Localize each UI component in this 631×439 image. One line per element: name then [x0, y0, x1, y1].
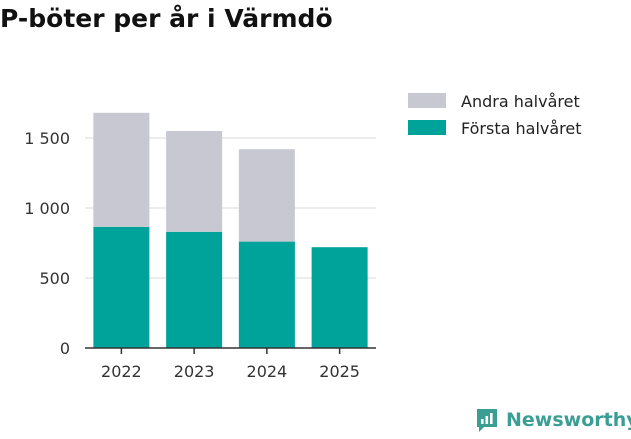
- y-axis: 0 500 1 000 1 500: [24, 129, 70, 358]
- bar-2023-forsta: [166, 231, 223, 348]
- chart-title: P-böter per år i Värmdö: [0, 4, 333, 33]
- y-tick-label: 500: [39, 269, 70, 288]
- legend-label: Andra halvåret: [461, 92, 580, 111]
- legend-swatch-1: [408, 120, 446, 135]
- x-tick-label: 2022: [101, 362, 142, 381]
- y-tick-label: 1 500: [24, 129, 70, 148]
- x-tick-label: 2025: [319, 362, 360, 381]
- legend: Andra halvåret Första halvåret: [408, 92, 582, 138]
- bar-2023-andra: [166, 131, 223, 232]
- x-tick-label: 2023: [174, 362, 215, 381]
- newsworthy-logo-icon: [477, 409, 497, 432]
- bar-2022-forsta: [93, 226, 150, 348]
- bars: [93, 112, 368, 348]
- bar-2024-andra: [238, 149, 295, 242]
- bar-2022-andra: [93, 112, 150, 227]
- y-tick-label: 1 000: [24, 199, 70, 218]
- bar-2025-forsta: [311, 247, 368, 348]
- y-tick-label: 0: [60, 339, 70, 358]
- legend-label: Första halvåret: [461, 119, 582, 138]
- x-axis: 2022 2023 2024 2025: [101, 348, 360, 381]
- brand-logo: Newsworthy: [475, 407, 631, 433]
- legend-swatch-0: [408, 93, 446, 108]
- x-tick-label: 2024: [247, 362, 288, 381]
- brand-name: Newsworthy: [506, 409, 631, 431]
- bar-2024-forsta: [238, 241, 295, 348]
